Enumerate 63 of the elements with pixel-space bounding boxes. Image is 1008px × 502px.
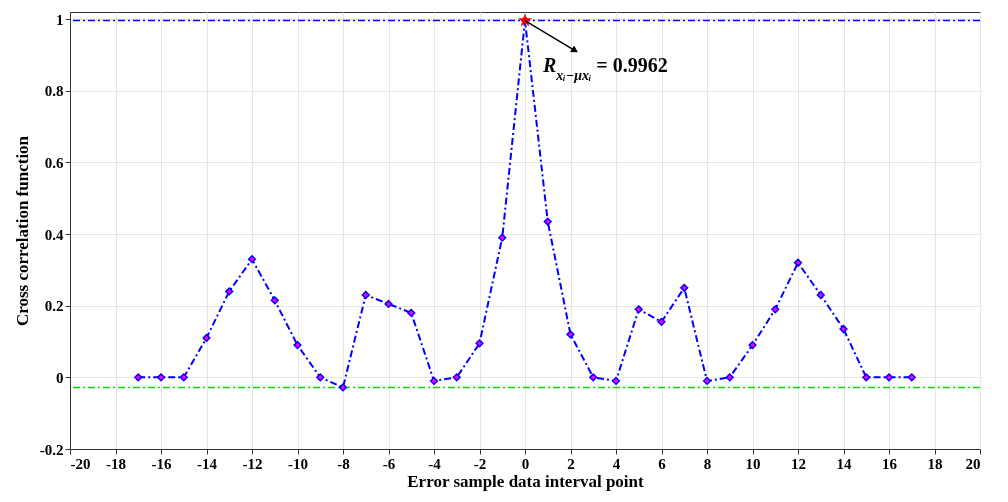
y-tick-label: 0.4 xyxy=(44,226,64,243)
point xyxy=(225,287,234,296)
point xyxy=(475,339,484,348)
point xyxy=(179,373,188,382)
annotation: R$_{xᵢ−μxᵢ}$ = 0.9962 xyxy=(542,53,668,83)
point xyxy=(566,330,575,339)
point xyxy=(338,383,348,392)
point xyxy=(725,373,734,382)
x-tick-label: 12 xyxy=(791,455,806,472)
x-tick-label: 4 xyxy=(612,455,621,472)
y-tick-label: 1 xyxy=(56,11,64,28)
point xyxy=(907,373,916,382)
point xyxy=(384,299,393,309)
x-tick-label: 20 xyxy=(965,455,981,472)
point xyxy=(270,296,279,305)
x-tick-label: -8 xyxy=(337,455,350,472)
point xyxy=(543,217,552,226)
x-tick-label: -2 xyxy=(473,455,487,472)
x-tick-label: 6 xyxy=(658,455,667,472)
x-axis-title: Error sample data interval point xyxy=(407,471,645,491)
point xyxy=(816,290,825,300)
x-tick-label: 10 xyxy=(745,455,761,472)
x-tick-label: 18 xyxy=(927,455,943,472)
x-tick-label: -16 xyxy=(151,455,172,472)
point xyxy=(498,233,507,242)
x-tick-label: 14 xyxy=(836,455,852,472)
point xyxy=(407,308,416,317)
x-tick-label: 8 xyxy=(703,455,712,472)
point xyxy=(156,373,166,382)
point xyxy=(657,317,666,326)
point xyxy=(134,373,143,382)
point xyxy=(589,373,598,382)
point xyxy=(361,290,370,300)
x-tick-label: -6 xyxy=(382,455,396,472)
y-axis-title: Cross correlation function xyxy=(12,135,32,327)
point xyxy=(293,341,302,350)
x-tick-label: -18 xyxy=(106,455,126,472)
y-tick-label: 0 xyxy=(56,369,64,386)
point xyxy=(634,305,643,314)
point xyxy=(862,373,871,382)
y-tick-label: -0.2 xyxy=(39,441,64,458)
point xyxy=(680,283,689,292)
point xyxy=(316,373,325,382)
point xyxy=(611,376,621,386)
x-tick-label: -10 xyxy=(288,455,308,472)
point xyxy=(793,258,803,267)
point xyxy=(771,305,780,314)
point xyxy=(748,341,757,350)
x-tick-label: -4 xyxy=(428,455,442,472)
point xyxy=(247,255,257,264)
x-tick-label: -20 xyxy=(70,455,91,472)
point xyxy=(884,373,894,382)
x-tick-label: -14 xyxy=(197,455,218,472)
y-tick-label: 0.2 xyxy=(44,298,64,315)
x-tick-label: 16 xyxy=(882,455,898,472)
y-tick-label: 0.6 xyxy=(44,154,64,171)
x-tick-label: 0 xyxy=(521,455,530,472)
point xyxy=(702,376,712,386)
x-tick-label: 2 xyxy=(567,455,575,472)
y-tick-label: 0.8 xyxy=(44,83,64,100)
point xyxy=(452,373,461,382)
point xyxy=(429,376,439,386)
x-tick-label: -12 xyxy=(242,455,263,472)
